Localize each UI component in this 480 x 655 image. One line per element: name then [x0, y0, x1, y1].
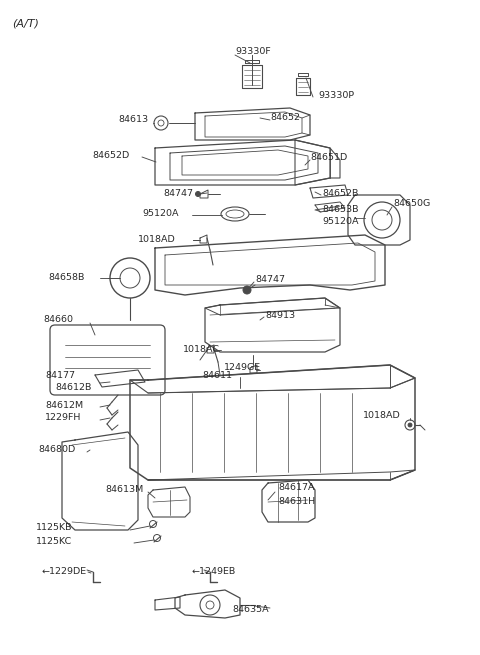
Text: 84658B: 84658B — [48, 274, 84, 282]
Text: 95120A: 95120A — [322, 217, 359, 227]
Text: 93330F: 93330F — [235, 48, 271, 56]
Text: 84650G: 84650G — [393, 198, 430, 208]
Text: 84652: 84652 — [270, 113, 300, 122]
Text: 84680D: 84680D — [38, 445, 75, 455]
Text: 1018AD: 1018AD — [363, 411, 401, 419]
Text: 84612B: 84612B — [55, 383, 91, 392]
Text: 1125KB: 1125KB — [36, 523, 72, 533]
Text: 84660: 84660 — [43, 316, 73, 324]
Text: 1018AD: 1018AD — [138, 236, 176, 244]
Text: ←1249EB: ←1249EB — [192, 567, 236, 576]
Text: 93330P: 93330P — [318, 90, 354, 100]
Text: 84617A: 84617A — [278, 483, 314, 493]
Circle shape — [408, 423, 412, 427]
Text: 84651D: 84651D — [310, 153, 347, 162]
Text: 84611: 84611 — [202, 371, 232, 379]
Circle shape — [195, 191, 201, 196]
Text: 84635A: 84635A — [232, 605, 269, 614]
Text: 1229FH: 1229FH — [45, 413, 82, 422]
Text: ←1229DE: ←1229DE — [42, 567, 87, 576]
Text: 84631H: 84631H — [278, 496, 315, 506]
Text: 84653B: 84653B — [322, 206, 359, 214]
Text: 84747: 84747 — [163, 189, 193, 198]
Text: 84612M: 84612M — [45, 400, 83, 409]
Text: 84177: 84177 — [45, 371, 75, 379]
Text: 84613: 84613 — [118, 115, 148, 124]
Text: 1018AC: 1018AC — [183, 345, 220, 354]
Circle shape — [243, 286, 251, 294]
Text: 84652B: 84652B — [322, 189, 359, 198]
Text: 84913: 84913 — [265, 310, 295, 320]
Text: 1125KC: 1125KC — [36, 536, 72, 546]
Text: 95120A: 95120A — [142, 208, 179, 217]
Text: (A/T): (A/T) — [12, 18, 39, 28]
Text: 84747: 84747 — [255, 276, 285, 284]
Text: 1249GE: 1249GE — [224, 364, 261, 373]
Text: 84613M: 84613M — [105, 485, 143, 495]
Text: 84652D: 84652D — [92, 151, 129, 160]
